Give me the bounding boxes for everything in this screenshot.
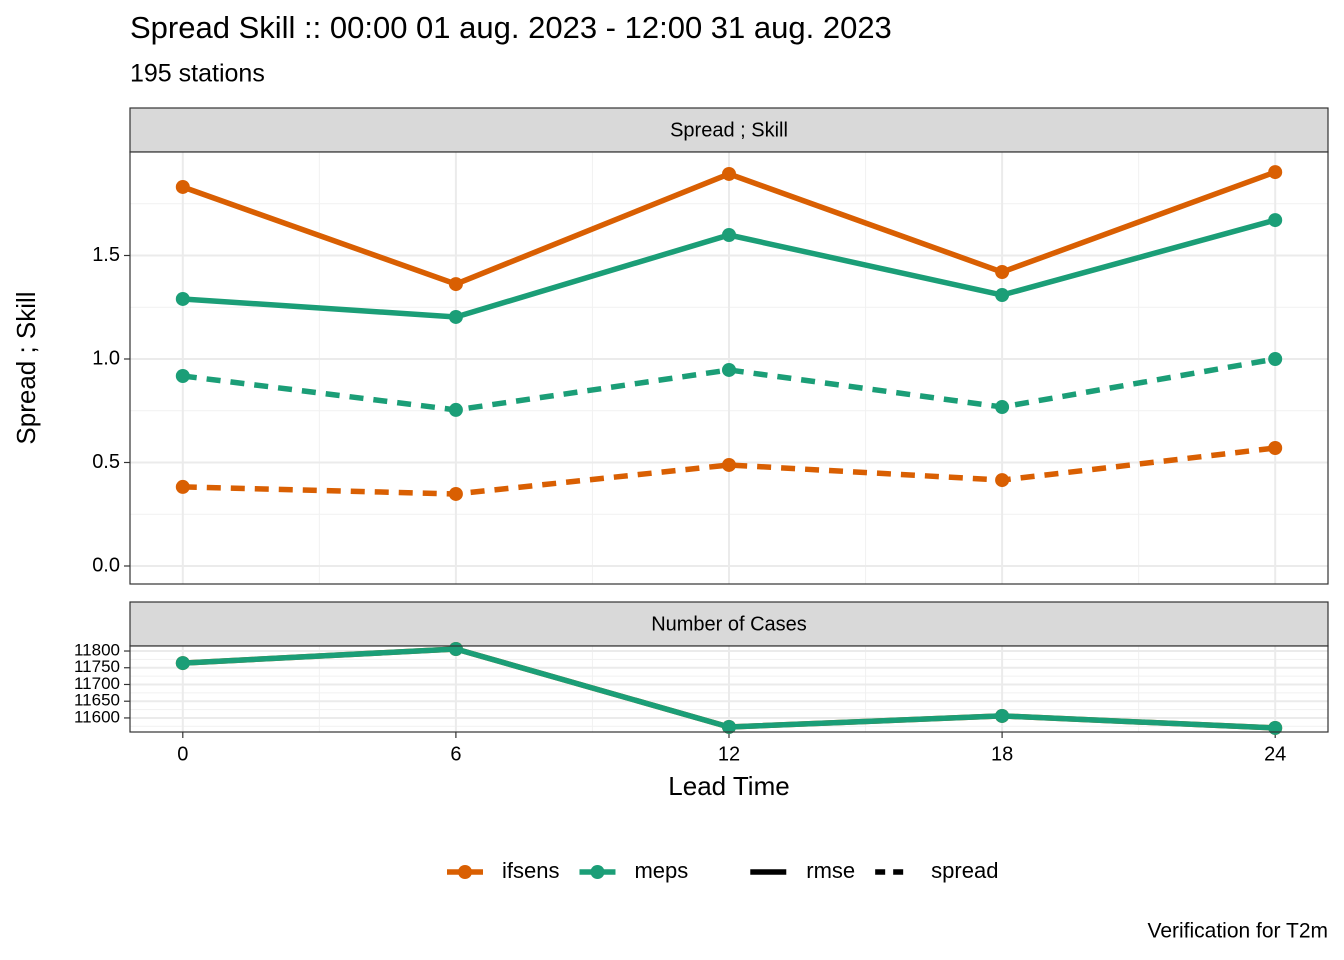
- chart-title: Spread Skill :: 00:00 01 aug. 2023 - 12:…: [130, 10, 892, 45]
- legend-label: ifsens: [502, 858, 559, 883]
- y-tick-label: 11800: [74, 641, 120, 660]
- legend-key-point: [458, 865, 472, 879]
- point: [722, 457, 736, 472]
- point: [995, 400, 1010, 415]
- point: [722, 228, 736, 243]
- y-tick-label: 0.0: [92, 554, 120, 576]
- caption: Verification for T2m: [1147, 920, 1328, 943]
- point: [722, 362, 736, 377]
- panel-border: [129, 645, 1329, 733]
- series-line: [182, 356, 1276, 413]
- y-tick-label: 11700: [74, 674, 120, 693]
- y-tick-label: 11600: [74, 707, 120, 726]
- point: [722, 719, 736, 734]
- point: [722, 166, 736, 181]
- y-tick-label: 1.5: [92, 244, 120, 266]
- point: [995, 265, 1010, 280]
- point: [175, 479, 190, 494]
- x-tick-label: 12: [718, 743, 740, 765]
- chart-subtitle: 195 stations: [130, 60, 265, 88]
- point: [995, 708, 1010, 723]
- legend-label: rmse: [806, 858, 855, 883]
- point: [175, 368, 190, 383]
- y-tick-label: 11750: [74, 657, 120, 676]
- point: [1268, 165, 1283, 180]
- point: [175, 656, 190, 671]
- panel-border: [129, 151, 1329, 585]
- point: [448, 277, 463, 292]
- point: [995, 473, 1010, 488]
- strip-label: Number of Cases: [651, 613, 807, 635]
- x-tick-label: 24: [1264, 743, 1286, 765]
- x-tick-label: 18: [991, 743, 1013, 765]
- point: [1268, 441, 1283, 456]
- point: [175, 291, 190, 306]
- y-axis-label: Spread ; Skill: [11, 291, 41, 444]
- x-tick-label: 6: [450, 743, 461, 765]
- point: [448, 402, 463, 417]
- point: [1268, 213, 1283, 228]
- y-tick-label: 11650: [74, 691, 120, 710]
- strip-label: Spread ; Skill: [670, 119, 788, 141]
- point: [1268, 351, 1283, 366]
- legend-key-point: [590, 865, 605, 879]
- point: [1268, 720, 1283, 735]
- legend-label: spread: [931, 858, 998, 883]
- strip: [129, 107, 1329, 153]
- point: [175, 179, 190, 194]
- legend-label: meps: [634, 858, 688, 883]
- x-axis-label: Lead Time: [668, 771, 789, 801]
- y-tick-label: 0.5: [92, 451, 120, 473]
- point: [995, 288, 1010, 303]
- x-tick-label: 0: [177, 743, 188, 765]
- series-line: [182, 445, 1276, 497]
- point: [448, 309, 463, 324]
- point: [448, 642, 463, 657]
- y-tick-label: 1.0: [92, 347, 120, 369]
- point: [448, 486, 463, 501]
